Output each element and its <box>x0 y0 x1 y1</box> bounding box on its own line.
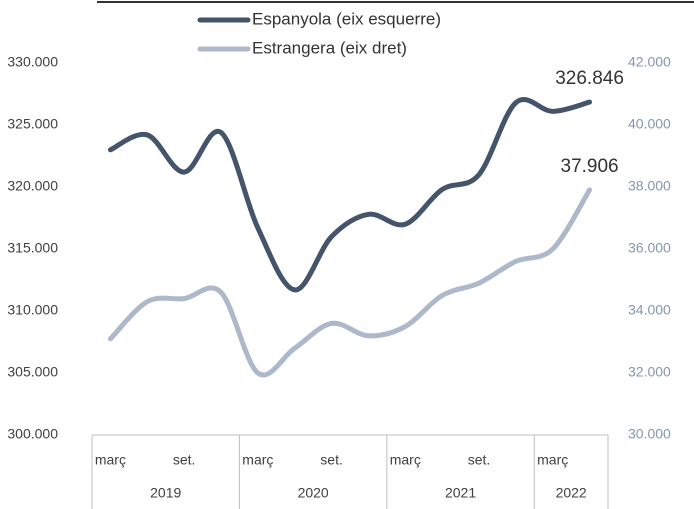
y2-tick-label: 42.000 <box>628 54 671 70</box>
x-group-label: 2021 <box>445 485 476 501</box>
y2-tick-label: 36.000 <box>628 240 671 256</box>
y2-tick-label: 30.000 <box>628 426 671 442</box>
x-tick-label: març <box>242 452 273 468</box>
data-label: 326.846 <box>555 68 624 89</box>
x-group-label: 2020 <box>298 485 329 501</box>
x-tick-label: set. <box>173 452 196 468</box>
line-series <box>107 187 593 378</box>
x-tick-label: març <box>390 452 421 468</box>
y2-tick-label: 34.000 <box>628 302 671 318</box>
x-tick-label: set. <box>468 452 491 468</box>
y-tick-label: 330.000 <box>7 54 58 70</box>
y-tick-label: 300.000 <box>7 426 58 442</box>
y-tick-label: 320.000 <box>7 178 58 194</box>
x-group-label: 2022 <box>556 485 587 501</box>
x-group-label: 2019 <box>150 485 181 501</box>
legend-label: Estrangera (eix dret) <box>252 38 407 57</box>
x-tick-label: set. <box>320 452 343 468</box>
y-tick-label: 305.000 <box>7 364 58 380</box>
y2-tick-label: 40.000 <box>628 116 671 132</box>
data-label: 37.906 <box>561 156 619 177</box>
y-tick-label: 315.000 <box>7 240 58 256</box>
y2-tick-label: 38.000 <box>628 178 671 194</box>
x-tick-label: març <box>537 452 568 468</box>
legend-label: Espanyola (eix esquerre) <box>252 9 441 28</box>
y-tick-label: 310.000 <box>7 302 58 318</box>
y-tick-label: 325.000 <box>7 116 58 132</box>
x-tick-label: març <box>95 452 126 468</box>
y2-tick-label: 32.000 <box>628 364 671 380</box>
line-series <box>107 97 593 293</box>
